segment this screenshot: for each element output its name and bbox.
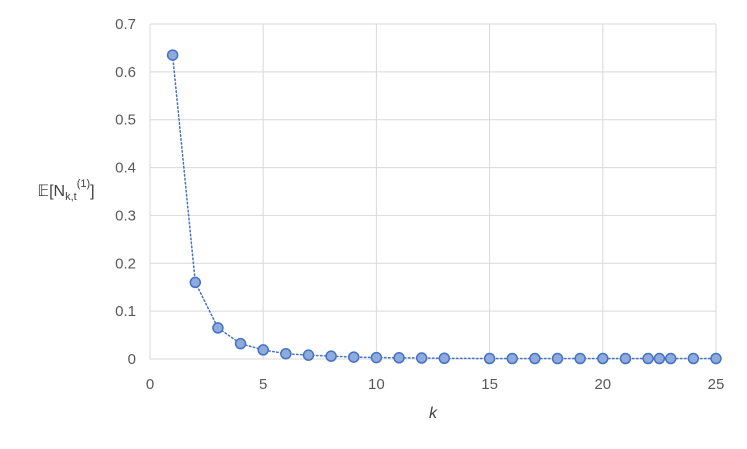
data-point bbox=[415, 352, 428, 364]
x-axis-title: k bbox=[429, 405, 438, 422]
data-point bbox=[619, 352, 632, 365]
data-point bbox=[280, 347, 292, 360]
data-point bbox=[597, 352, 609, 365]
y-axis-title-main: 𝔼[N bbox=[37, 183, 65, 200]
y-axis-title-sub: k,t bbox=[65, 191, 77, 203]
data-point bbox=[710, 352, 722, 365]
x-tick-label: 10 bbox=[368, 376, 385, 393]
x-tick-label: 0 bbox=[146, 376, 154, 393]
plot-area bbox=[150, 24, 716, 359]
data-point bbox=[302, 349, 315, 361]
x-tick-label: 15 bbox=[481, 376, 498, 393]
data-point bbox=[438, 352, 451, 365]
data-point bbox=[370, 351, 383, 364]
y-tick-label: 0.5 bbox=[115, 112, 136, 129]
data-point bbox=[393, 352, 405, 364]
data-point bbox=[551, 352, 564, 365]
y-tick-label: 0.6 bbox=[115, 64, 136, 81]
series-points bbox=[166, 49, 722, 365]
data-point bbox=[506, 352, 518, 365]
y-tick-label: 0.1 bbox=[115, 303, 136, 320]
x-tick-label: 25 bbox=[708, 376, 725, 393]
data-point bbox=[166, 49, 179, 61]
y-tick-label: 0.2 bbox=[115, 255, 136, 272]
x-tick-label: 5 bbox=[259, 376, 267, 393]
grid-lines bbox=[149, 23, 717, 360]
y-axis-title-close: ] bbox=[90, 183, 94, 200]
y-tick-label: 0.3 bbox=[115, 207, 136, 224]
data-point bbox=[664, 352, 677, 365]
x-tick-label: 20 bbox=[594, 376, 611, 393]
data-point bbox=[325, 350, 337, 362]
y-tick-label: 0.4 bbox=[115, 160, 136, 177]
y-axis-title: 𝔼[Nk,t(1)] bbox=[37, 178, 94, 203]
data-point bbox=[189, 276, 202, 289]
data-point bbox=[653, 352, 666, 365]
data-point bbox=[212, 322, 224, 334]
tick-labels: 0 0.1 0.2 0.3 0.4 0.5 0.6 0.7 0 5 10 15 20 25 bbox=[115, 16, 724, 393]
y-axis-title-sup: (1) bbox=[77, 178, 90, 190]
data-point bbox=[687, 352, 700, 365]
data-point bbox=[483, 352, 496, 365]
data-point bbox=[348, 351, 360, 363]
y-tick-label: 0.7 bbox=[115, 16, 136, 33]
data-point bbox=[574, 352, 586, 365]
data-point bbox=[257, 344, 269, 356]
data-point bbox=[234, 337, 247, 350]
y-tick-label: 0 bbox=[128, 351, 136, 368]
data-point bbox=[529, 352, 541, 365]
data-point bbox=[642, 352, 654, 365]
